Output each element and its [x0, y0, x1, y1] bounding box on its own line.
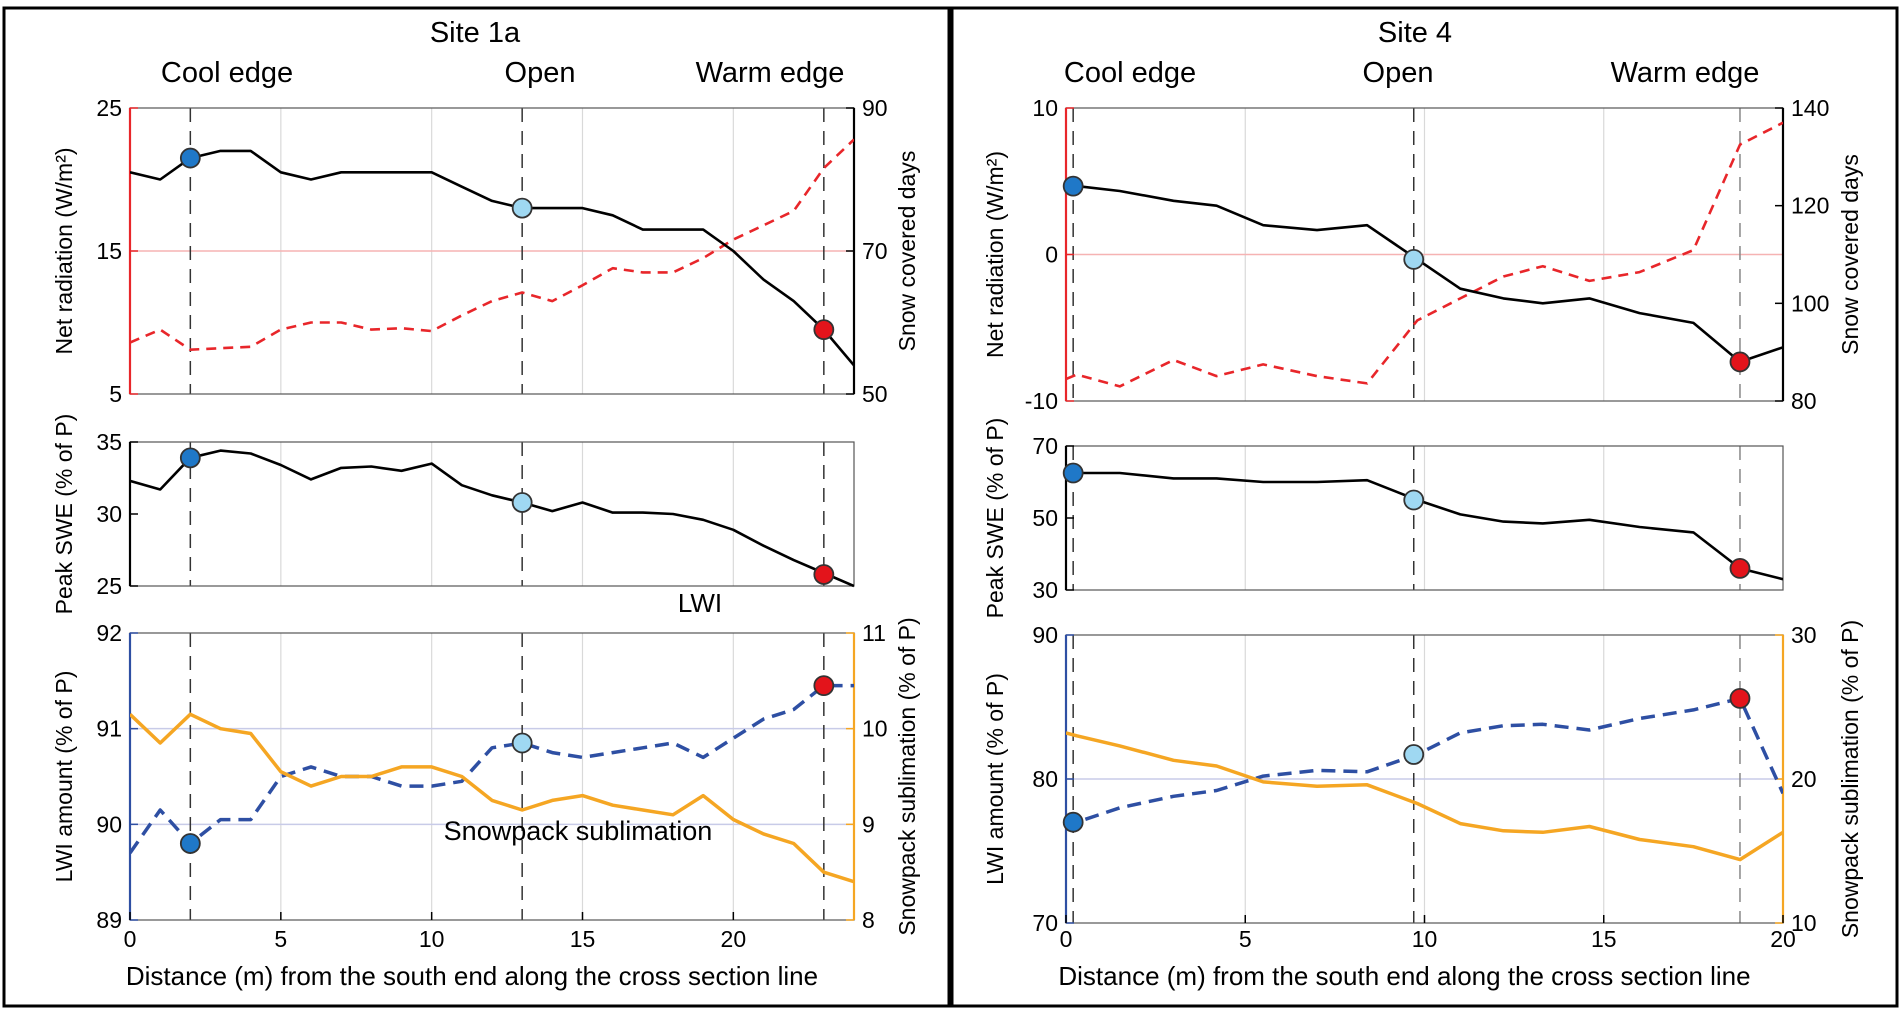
chart-title: Site 1a: [430, 17, 521, 49]
x-tick-label: 0: [1060, 926, 1073, 952]
y-tick-label-right: 70: [862, 238, 888, 264]
y-tick-label-right: 11: [862, 620, 886, 646]
marker-cool: [179, 833, 201, 854]
y-tick-label-left: 50: [1032, 505, 1058, 531]
y-tick-label-left: 30: [96, 501, 122, 527]
y-tick-label-left: 70: [1032, 433, 1058, 459]
y-tick-label-left: 5: [109, 381, 122, 407]
y-axis-label-left: LWI amount (% of P): [982, 673, 1008, 885]
marker-cool: [179, 147, 201, 169]
zone-label-cool: Cool edge: [161, 57, 293, 89]
y-tick-label-left: 90: [1032, 622, 1058, 648]
marker-warm: [1729, 558, 1751, 579]
y-axis-label-right: Snow covered days: [1837, 154, 1863, 355]
marker-cool: [1062, 462, 1084, 484]
y-tick-label-left: 35: [96, 429, 122, 455]
y-tick-label-right: 10: [862, 716, 888, 742]
y-tick-label-right: 50: [862, 381, 888, 407]
x-tick-label: 20: [721, 926, 747, 952]
y-tick-label-left: 91: [96, 716, 122, 742]
panel-top: -10 0 10 80 100 120 140 Net radiation (W/m²) Sno…: [982, 95, 1863, 414]
x-tick-label: 0: [124, 926, 137, 952]
y-tick-label-left: 90: [96, 811, 122, 837]
y-tick-label-left: -10: [1025, 388, 1058, 414]
y-axis-label-right: Snow covered days: [894, 151, 920, 352]
zone-label-warm: Warm edge: [1611, 57, 1760, 89]
y-tick-label-right: 9: [862, 811, 875, 837]
panel-middle: 30 50 70 Peak SWE (% of P): [982, 418, 1784, 619]
x-tick-label: 15: [1591, 926, 1617, 952]
y-axis-label-left: Net radiation (W/m²): [51, 147, 77, 354]
y-axis-label-left: Peak SWE (% of P): [982, 418, 1008, 619]
x-tick-label: 20: [1770, 926, 1796, 952]
marker-warm: [1729, 351, 1751, 373]
zone-label-open: Open: [505, 57, 576, 89]
zone-label-open: Open: [1363, 57, 1434, 89]
y-tick-label-left: 70: [1032, 910, 1058, 936]
y-tick-label-left: 0: [1045, 242, 1058, 268]
x-tick-label: 10: [1412, 926, 1438, 952]
y-axis-label-left: Net radiation (W/m²): [982, 151, 1008, 358]
series-line-snowpack-sublimation: [1066, 731, 1783, 862]
x-tick-label: 5: [274, 926, 287, 952]
y-tick-label-right: 90: [862, 95, 888, 121]
y-tick-label-right: 140: [1791, 95, 1829, 121]
panel-frame-site1a: [2, 6, 951, 1008]
series-line-snow-covered-days: [130, 149, 854, 367]
marker-open: [1403, 248, 1425, 270]
panel-middle: 25 30 35 Peak SWE (% of P): [51, 414, 855, 615]
marker-warm: [813, 675, 835, 697]
x-tick-label: 5: [1239, 926, 1252, 952]
series-line-lwi: [130, 683, 854, 855]
series-line-net-radiation: [1066, 121, 1783, 388]
x-tick-label: 10: [419, 926, 445, 952]
y-tick-label-right: 100: [1791, 290, 1829, 316]
y-tick-label-right: 8: [862, 907, 875, 933]
marker-open: [511, 732, 533, 754]
y-tick-label-left: 25: [96, 95, 122, 121]
marker-open: [1403, 489, 1425, 511]
y-axis-label-right: Snowpack sublimation (% of P): [894, 617, 920, 935]
series-line-snowpack-sublimation: [130, 712, 854, 884]
chart-title: Site 4: [1378, 17, 1452, 49]
zone-label-cool: Cool edge: [1064, 57, 1196, 89]
marker-warm: [813, 319, 835, 341]
marker-open: [1403, 744, 1425, 765]
marker-open: [511, 492, 533, 513]
x-axis-label: Distance (m) from the south end along th…: [1058, 961, 1750, 991]
zone-label-warm: Warm edge: [696, 57, 845, 89]
y-tick-label-left: 25: [96, 573, 122, 599]
y-axis-label-left: LWI amount (% of P): [51, 671, 77, 883]
x-tick-label: 15: [570, 926, 596, 952]
y-tick-label-right: 30: [1791, 622, 1817, 648]
annotation-sublimation: Snowpack sublimation: [444, 816, 713, 846]
y-tick-label-left: 92: [96, 620, 122, 646]
y-tick-label-right: 20: [1791, 766, 1817, 792]
y-tick-label-left: 30: [1032, 577, 1058, 603]
y-axis-label-right: Snowpack sublimation (% of P): [1837, 620, 1863, 938]
panel-top: 5 15 25 50 70 90 Net radiation (W/m²) Snow cove…: [51, 95, 920, 407]
y-tick-label-left: 15: [96, 238, 122, 264]
y-tick-label-right: 80: [1791, 388, 1817, 414]
marker-cool: [1062, 811, 1084, 833]
marker-cool: [179, 447, 201, 469]
marker-cool: [1062, 175, 1084, 197]
x-axis-label: Distance (m) from the south end along th…: [126, 961, 818, 991]
y-tick-label-left: 10: [1032, 95, 1058, 121]
marker-warm: [813, 564, 835, 585]
y-axis-label-left: Peak SWE (% of P): [51, 414, 77, 615]
y-tick-label-left: 80: [1032, 766, 1058, 792]
annotation-lwi: LWI: [678, 588, 722, 618]
series-line-peak-swe: [130, 449, 854, 588]
y-tick-label-left: 89: [96, 907, 122, 933]
marker-warm: [1729, 687, 1751, 709]
marker-open: [511, 197, 533, 219]
y-tick-label-right: 120: [1791, 193, 1829, 219]
y-tick-label-right: 10: [1791, 910, 1817, 936]
